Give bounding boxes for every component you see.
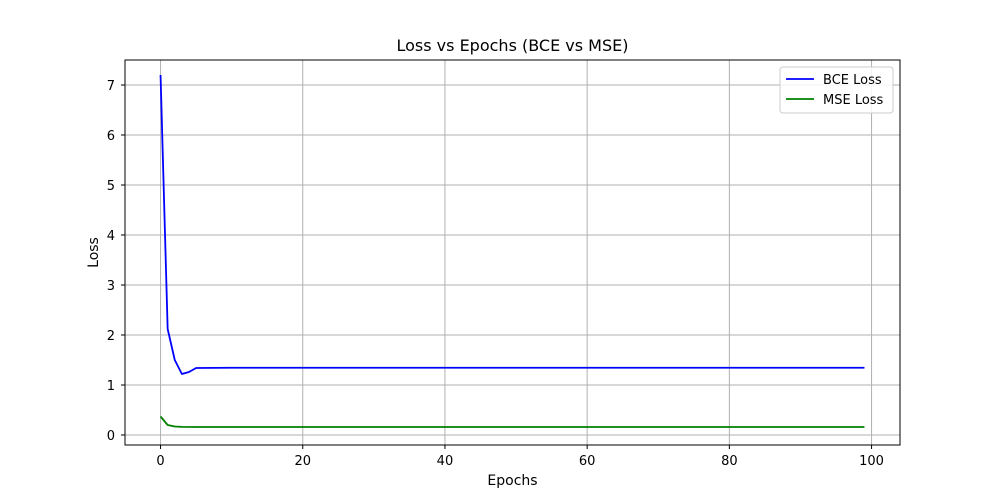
legend-label: MSE Loss [823,93,884,108]
series-layer [159,74,865,428]
y-tick-label: 0 [107,429,115,444]
legend: BCE Loss MSE Loss [779,66,894,114]
y-tick-label: 4 [107,229,115,244]
y-tick-label: 6 [107,129,115,144]
y-tick-label: 5 [107,179,115,194]
grid [125,60,900,445]
x-tick-label: 0 [156,454,164,469]
y-tick-label: 7 [107,79,115,94]
ticks: 0 20 40 60 80 100 0 1 2 3 4 5 6 7 [107,79,884,469]
y-tick-label: 1 [107,379,115,394]
x-axis-label: Epochs [487,473,537,489]
plot-frame [124,59,901,446]
y-axis-label: Loss [86,237,102,268]
legend-label: BCE Loss [823,73,882,88]
y-tick-label: 3 [107,279,115,294]
x-tick-label: 40 [437,454,454,469]
chart-title: Loss vs Epochs (BCE vs MSE) [397,36,629,55]
x-tick-label: 80 [721,454,738,469]
y-tick-label: 2 [107,329,115,344]
x-tick-label: 60 [579,454,596,469]
series-line-bce-loss [159,74,865,375]
x-tick-label: 20 [294,454,311,469]
x-tick-label: 100 [859,454,884,469]
series-line-mse-loss [159,415,865,428]
